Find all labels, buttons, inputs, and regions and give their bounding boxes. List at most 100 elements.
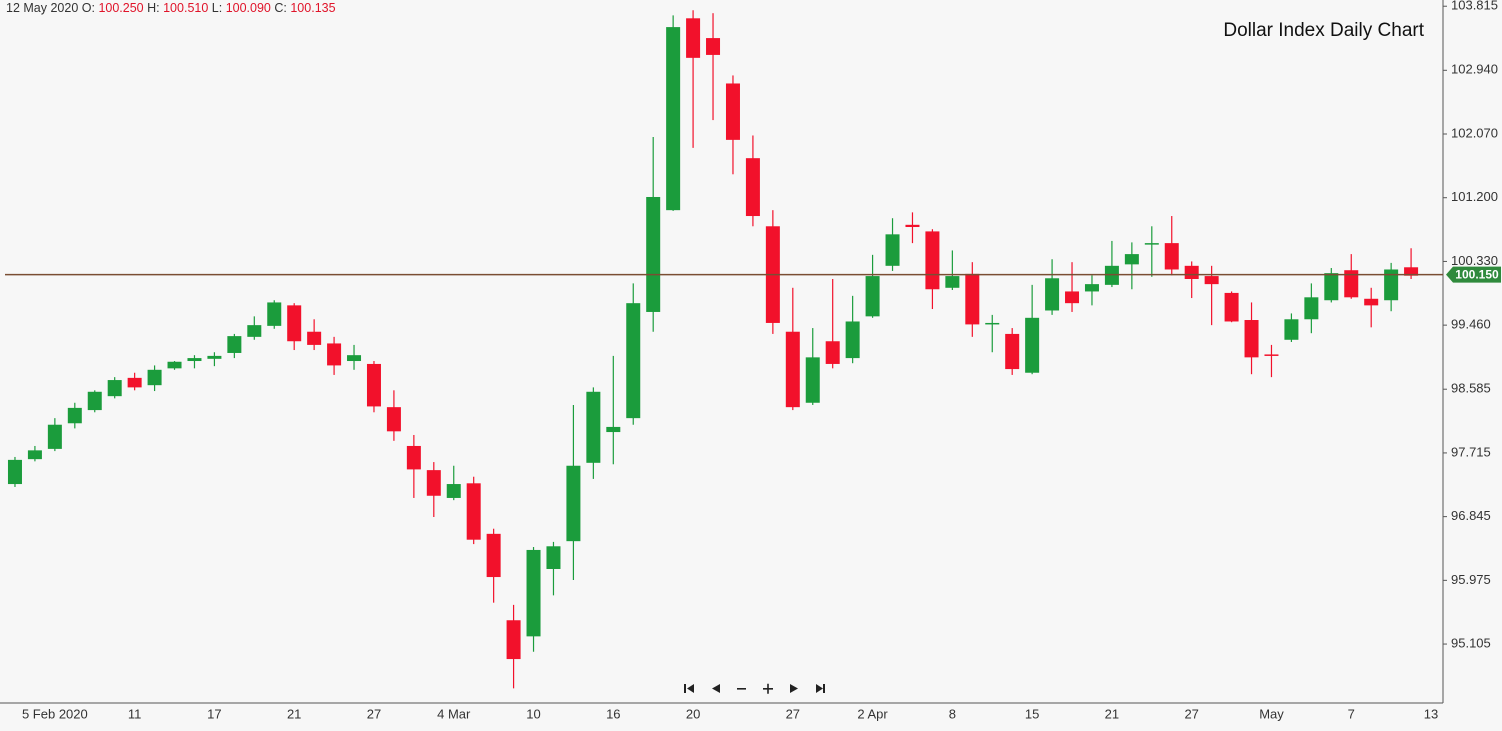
ohlc-header: 12 May 2020 O: 100.250 H: 100.510 L: 100… — [6, 1, 336, 15]
candle-body — [167, 361, 182, 369]
candle-body — [945, 276, 960, 288]
header-value: 100.135 — [290, 1, 335, 15]
x-tick-label: 8 — [949, 706, 956, 721]
candle-body — [1404, 267, 1419, 276]
candle-body — [725, 83, 740, 140]
candle-body — [127, 377, 142, 388]
header-value: 100.250 — [98, 1, 143, 15]
candle-body — [1184, 265, 1199, 280]
x-tick-label: 7 — [1348, 706, 1355, 721]
nav-zoom-out[interactable] — [737, 688, 746, 690]
x-tick-label: 21 — [1105, 706, 1119, 721]
header-value: 100.090 — [226, 1, 271, 15]
candle-body — [67, 407, 82, 424]
candle-body — [1084, 284, 1099, 292]
price-tag — [1446, 266, 1501, 283]
candle-body — [586, 391, 601, 463]
x-tick-label: 5 Feb 2020 — [22, 706, 88, 721]
x-tick-label: 27 — [786, 706, 800, 721]
candle-body — [107, 380, 122, 397]
candle-body — [1144, 243, 1159, 245]
y-tick-label: 98.585 — [1451, 381, 1491, 396]
y-tick-label: 99.460 — [1451, 317, 1491, 332]
nav-prev[interactable] — [712, 684, 720, 693]
x-tick-label: 21 — [287, 706, 301, 721]
y-tick-label: 100.330 — [1451, 253, 1498, 268]
candle-body — [1324, 273, 1339, 301]
x-tick-label: 20 — [686, 706, 700, 721]
chart-title: Dollar Index Daily Chart — [1223, 20, 1424, 41]
candle-body — [87, 391, 102, 411]
candle-body — [506, 620, 521, 660]
candle-body — [1164, 243, 1179, 270]
candle-body — [307, 331, 322, 345]
y-tick-label: 101.200 — [1451, 189, 1498, 204]
candle-body — [1065, 291, 1080, 304]
candle-body — [486, 533, 501, 578]
x-tick-label: 17 — [207, 706, 221, 721]
candle-body — [466, 483, 481, 540]
y-tick-label: 97.715 — [1451, 444, 1491, 459]
candle-body — [885, 234, 900, 266]
nav-last[interactable] — [816, 684, 825, 693]
x-tick-label: 13 — [1424, 706, 1438, 721]
candle-body — [845, 321, 860, 359]
candle-body — [247, 325, 262, 337]
candle-body — [406, 445, 421, 470]
candle-body — [865, 276, 880, 317]
candle-body — [27, 450, 42, 460]
x-tick-label: 27 — [1184, 706, 1198, 721]
candle-body — [965, 273, 980, 325]
candle-body — [646, 196, 661, 312]
y-tick-label: 96.845 — [1451, 508, 1491, 523]
candle-body — [1045, 278, 1060, 311]
candle-body — [985, 322, 1000, 325]
candle-body — [686, 18, 701, 58]
candle-body — [1284, 319, 1299, 340]
candle-body — [546, 546, 561, 569]
candle-body — [446, 484, 461, 498]
candle-body — [147, 369, 162, 386]
candle-body — [207, 355, 222, 359]
candle-body — [1005, 333, 1020, 370]
y-tick-label: 102.070 — [1451, 125, 1498, 140]
candle-body — [426, 470, 441, 496]
x-tick-label: 15 — [1025, 706, 1039, 721]
x-tick-label: 2 Apr — [857, 706, 888, 721]
candle-body — [227, 336, 242, 353]
candle-body — [706, 38, 721, 55]
x-tick-label: 16 — [606, 706, 620, 721]
candle-body — [745, 158, 760, 217]
nav-first[interactable] — [684, 684, 694, 693]
candle-body — [626, 303, 641, 419]
y-tick-label: 103.815 — [1451, 0, 1498, 13]
candle-body — [526, 549, 541, 637]
x-tick-label: May — [1259, 706, 1284, 721]
x-tick-label: 10 — [526, 706, 540, 721]
candle-body — [1364, 298, 1379, 306]
candle-body — [386, 407, 401, 432]
candle-body — [1124, 254, 1139, 265]
candle-body — [606, 426, 621, 433]
nav-zoom-in[interactable] — [763, 683, 773, 694]
candle-body — [347, 355, 362, 362]
candle-body — [1264, 354, 1279, 356]
candle-body — [905, 224, 920, 228]
x-tick-label: 4 Mar — [437, 706, 471, 721]
candle-body — [366, 363, 381, 407]
price-tag-label: 100.150 — [1455, 267, 1499, 281]
candle-body — [1304, 297, 1319, 320]
candle-body — [1224, 292, 1239, 322]
nav-next[interactable] — [790, 684, 798, 693]
candle-body — [1244, 320, 1259, 358]
candle-body — [925, 231, 940, 290]
header-date: 12 May 2020 — [6, 1, 78, 15]
candle-body — [267, 302, 282, 326]
candle-body — [7, 459, 22, 485]
candle-body — [1025, 317, 1040, 373]
candle-body — [805, 357, 820, 403]
candle-body — [187, 358, 202, 362]
y-tick-label: 102.940 — [1451, 62, 1498, 77]
